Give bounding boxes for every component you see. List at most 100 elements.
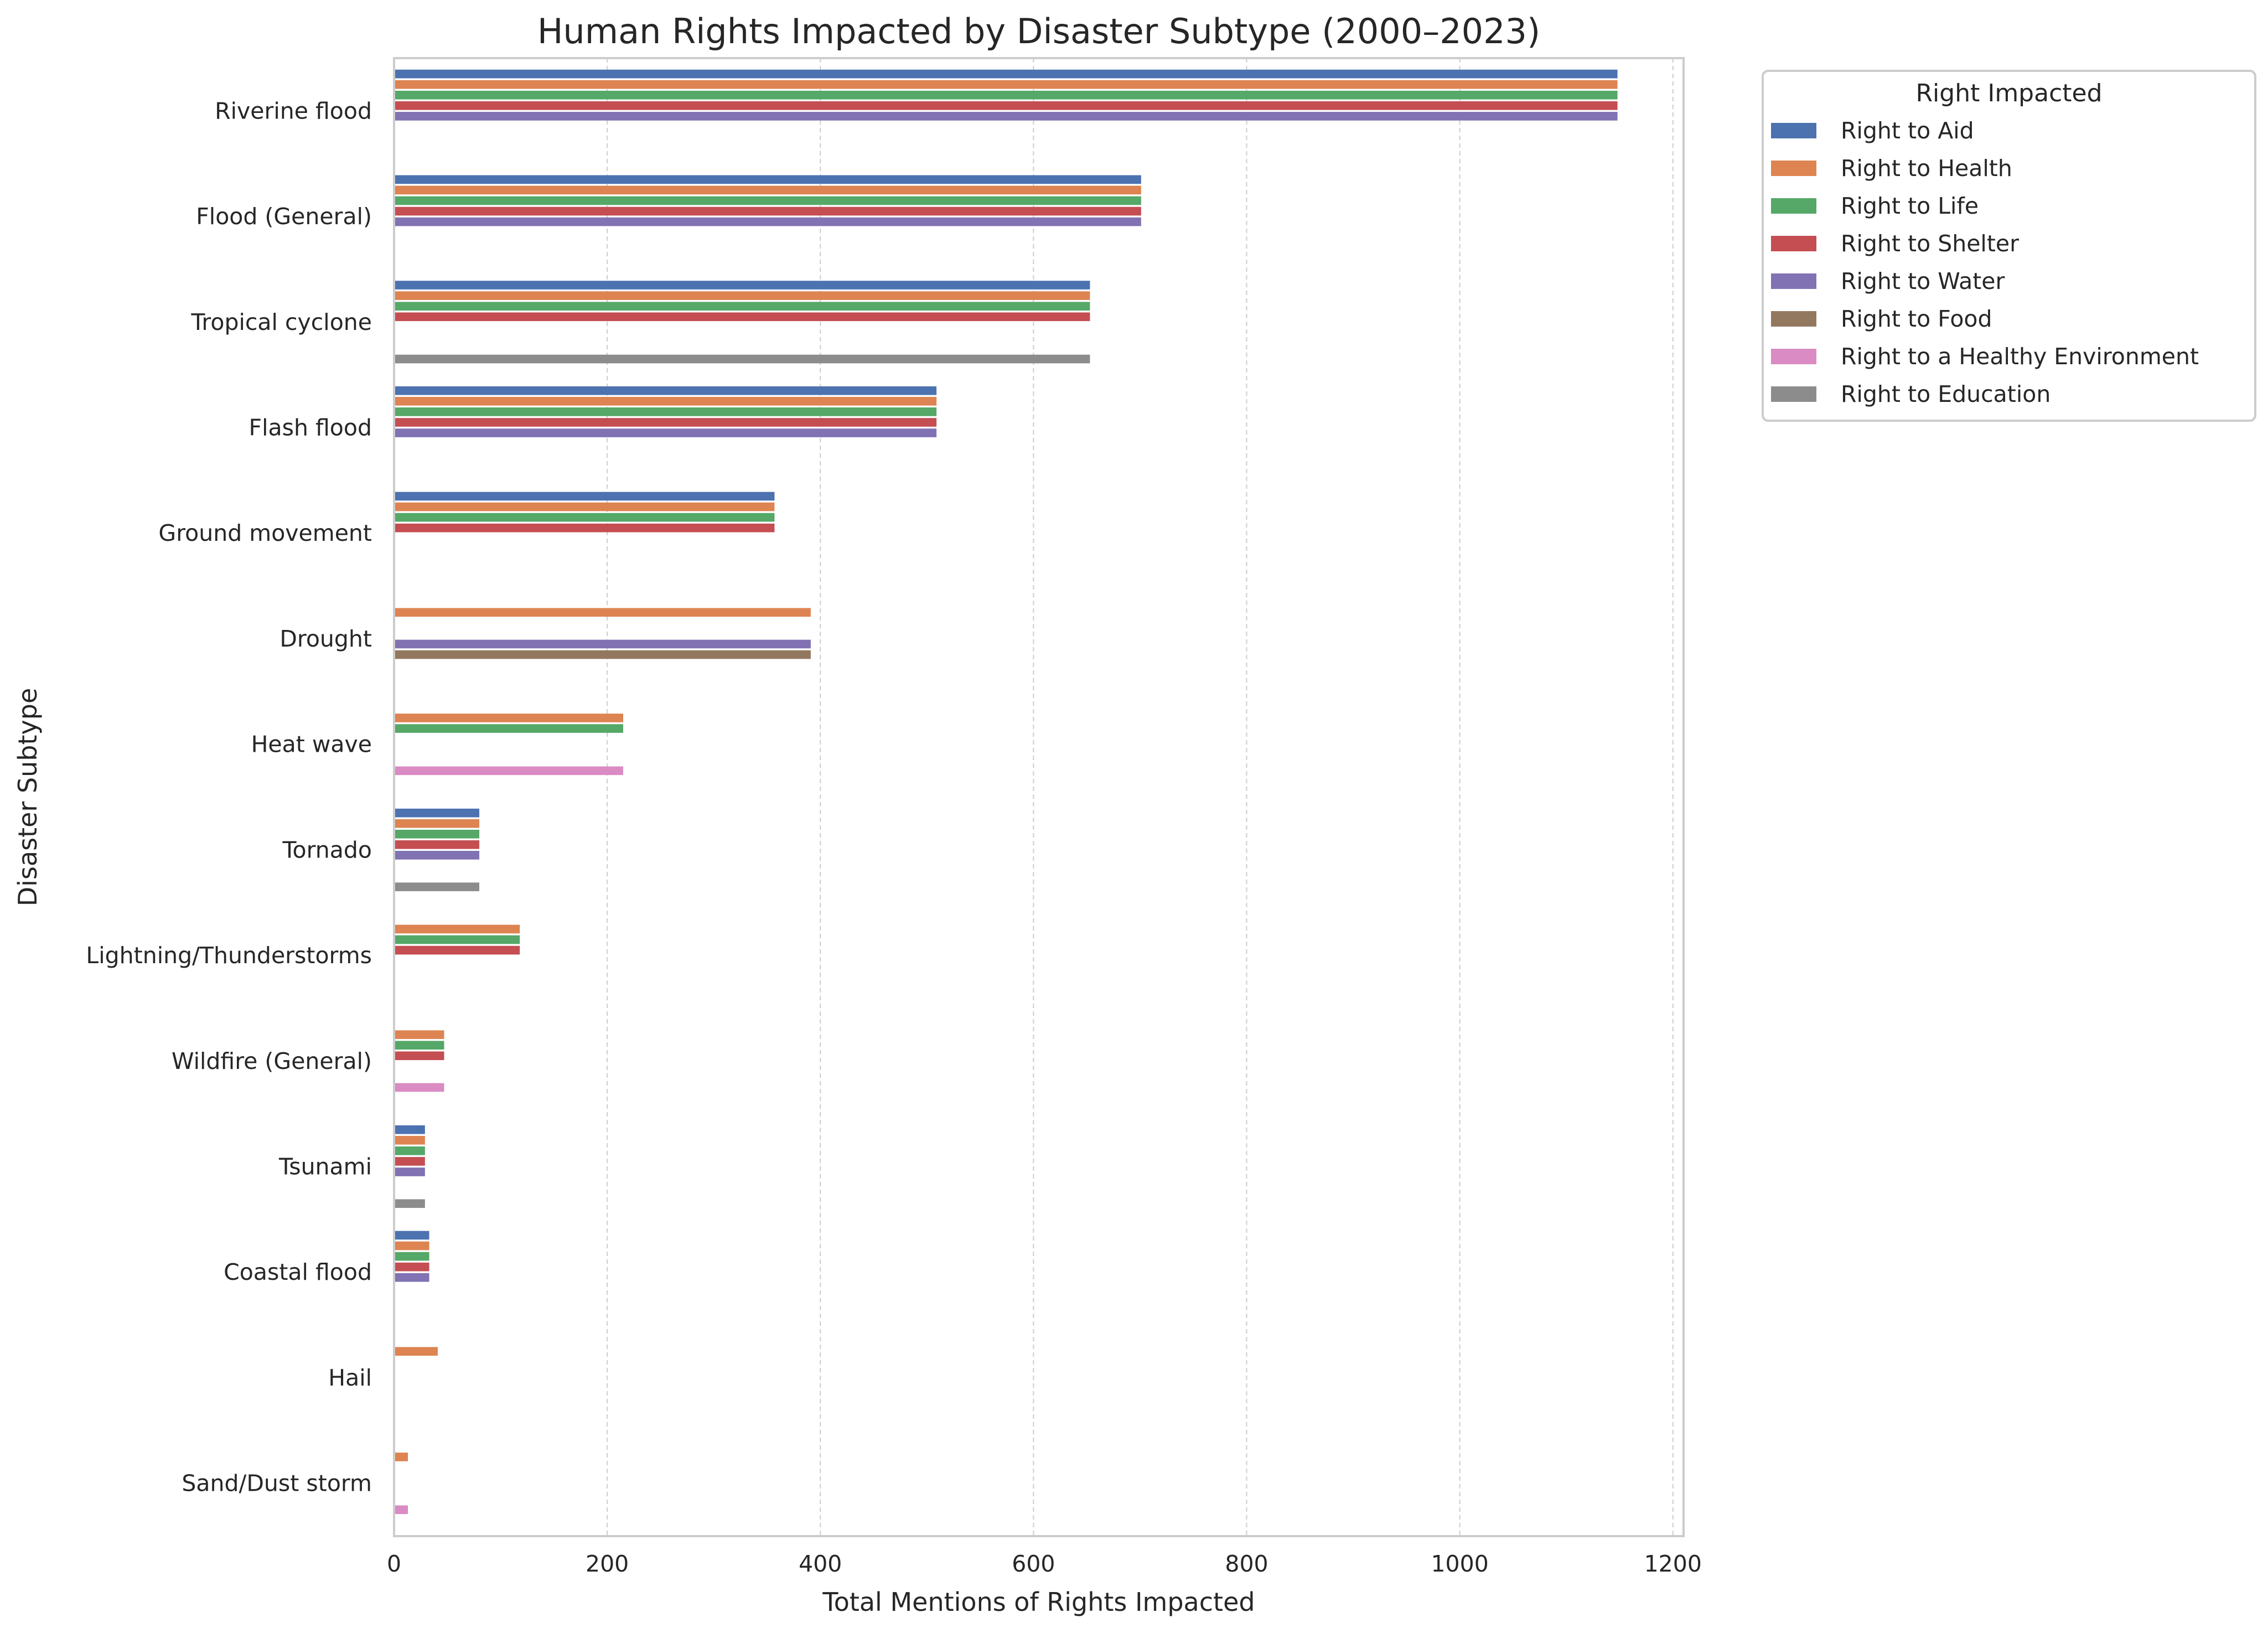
bar	[394, 418, 937, 427]
y-tick-label: Drought	[279, 626, 372, 652]
bar	[394, 840, 480, 849]
y-tick-label: Heat wave	[251, 731, 372, 758]
bar	[394, 1146, 425, 1155]
x-axis-title: Total Mentions of Rights Impacted	[822, 1587, 1255, 1617]
bar	[394, 1505, 408, 1515]
y-tick-label: Riverine flood	[215, 97, 372, 124]
legend-swatch	[1771, 161, 1816, 176]
bar	[394, 513, 775, 522]
x-tick-label: 800	[1225, 1551, 1268, 1577]
bar	[394, 492, 775, 501]
bar	[394, 1241, 429, 1250]
bar	[394, 1199, 425, 1208]
bar	[394, 945, 520, 955]
x-tick-label: 200	[586, 1551, 629, 1577]
chart-title: Human Rights Impacted by Disaster Subtyp…	[537, 11, 1540, 51]
y-tick-label: Coastal flood	[224, 1259, 372, 1285]
bar	[394, 196, 1141, 205]
legend-label: Right to Shelter	[1841, 230, 2019, 257]
bar	[394, 1231, 429, 1240]
bar	[394, 386, 937, 395]
legend-box	[1762, 70, 2256, 422]
bar	[394, 639, 811, 649]
bar	[394, 354, 1090, 364]
legend-label: Right to Health	[1841, 155, 2012, 182]
legend: Right Impacted Right to Aid Right to Heal…	[1762, 70, 2256, 422]
bar	[394, 1083, 444, 1092]
bar	[394, 1252, 429, 1261]
bar	[394, 819, 480, 828]
y-tick-label: Hail	[328, 1365, 372, 1391]
legend-swatch	[1771, 273, 1816, 289]
x-tick-label: 0	[387, 1551, 401, 1577]
x-tick-label: 400	[799, 1551, 842, 1577]
bar	[394, 90, 1618, 100]
bar	[394, 1157, 425, 1166]
bar	[394, 1041, 444, 1050]
bar	[394, 397, 937, 406]
y-tick-label: Tornado	[282, 836, 372, 863]
bar	[394, 185, 1141, 195]
y-tick-labels: Riverine flood Flood (General) Tropical cy…	[86, 97, 372, 1496]
bar	[394, 428, 937, 437]
bar	[394, 291, 1090, 300]
x-tick-labels: 0 200 400 600 800 1000 1200	[387, 1551, 1702, 1577]
x-tick-label: 1000	[1431, 1551, 1488, 1577]
bar	[394, 175, 1141, 184]
bar	[394, 1453, 408, 1461]
bar	[394, 80, 1618, 89]
y-tick-label: Wildfire (General)	[172, 1048, 372, 1074]
legend-label: Right to Aid	[1841, 117, 1974, 144]
bar	[394, 650, 811, 659]
legend-label: Right to Water	[1841, 268, 2005, 294]
x-tick-label: 600	[1012, 1551, 1055, 1577]
legend-label: Right to Life	[1841, 193, 1979, 219]
bars	[394, 69, 1618, 1515]
y-axis-title: Disaster Subtype	[13, 688, 43, 907]
bar	[394, 1030, 444, 1039]
bar	[394, 808, 480, 818]
bar	[394, 112, 1618, 121]
y-tick-label: Ground movement	[158, 520, 372, 546]
bar	[394, 766, 624, 776]
y-tick-label: Tsunami	[278, 1154, 372, 1180]
legend-swatch	[1771, 349, 1816, 364]
bar	[394, 882, 480, 891]
legend-swatch	[1771, 123, 1816, 138]
bar	[394, 829, 480, 839]
bar	[394, 1051, 444, 1061]
bar	[394, 1167, 425, 1176]
y-tick-label: Flash flood	[249, 415, 372, 441]
bar	[394, 502, 775, 511]
bar	[394, 217, 1141, 226]
bar	[394, 523, 775, 533]
y-tick-label: Tropical cyclone	[190, 309, 372, 335]
bar	[394, 302, 1090, 311]
y-tick-label: Lightning/Thunderstorms	[86, 942, 372, 969]
bar	[394, 101, 1618, 110]
bar	[394, 206, 1141, 216]
bar	[394, 407, 937, 416]
legend-items: Right to Aid Right to Health Right to Life…	[1771, 117, 2199, 407]
x-tick-label: 1200	[1644, 1551, 1702, 1577]
legend-swatch	[1771, 386, 1816, 402]
bar	[394, 608, 811, 617]
bar	[394, 1347, 438, 1356]
grid-lines	[607, 58, 1674, 1536]
bar	[394, 724, 624, 733]
bar	[394, 851, 480, 860]
plot-area-frame	[393, 57, 1685, 1537]
legend-swatch	[1771, 236, 1816, 251]
legend-swatch	[1771, 198, 1816, 214]
bar	[394, 1125, 425, 1134]
legend-swatch	[1771, 311, 1816, 327]
bar	[394, 69, 1618, 79]
bar	[394, 1136, 425, 1145]
legend-title: Right Impacted	[1915, 79, 2102, 107]
y-tick-label: Sand/Dust storm	[182, 1470, 372, 1497]
legend-label: Right to a Healthy Environment	[1841, 343, 2199, 370]
bar	[394, 935, 520, 944]
legend-label: Right to Education	[1841, 381, 2050, 407]
bar	[394, 281, 1090, 290]
